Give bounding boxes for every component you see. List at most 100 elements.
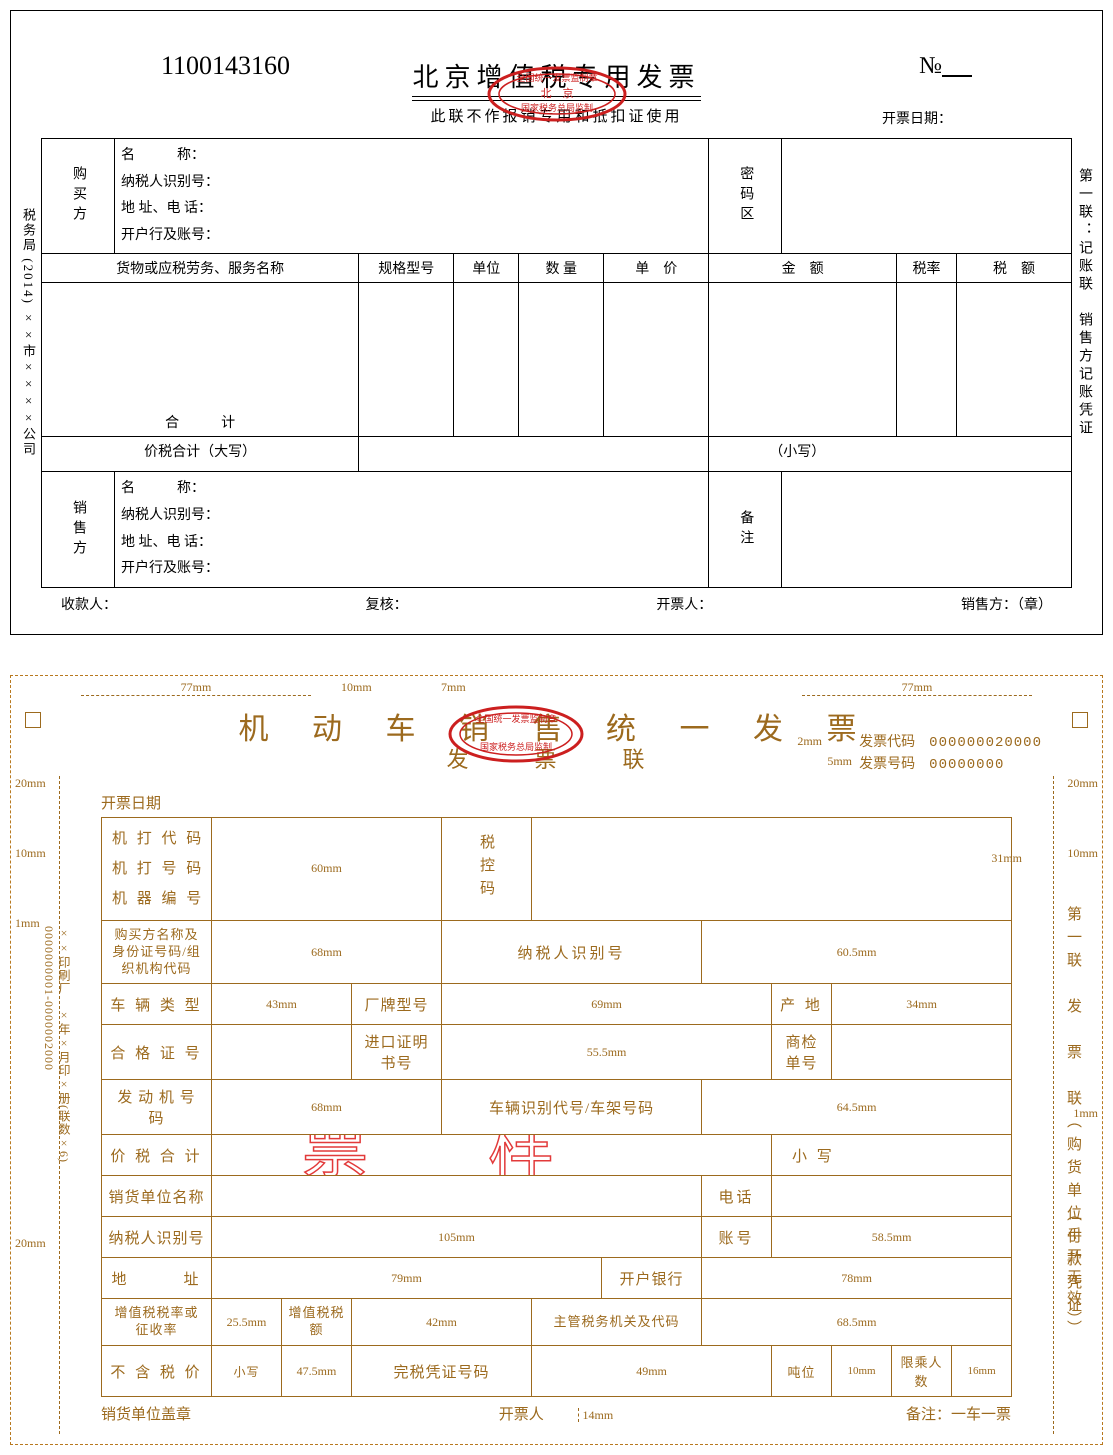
r10c-label: 主管税务机关及代码: [532, 1299, 702, 1346]
r4b-label: 进口证明书号: [352, 1025, 442, 1080]
vat-right-margin: 第一联：记账联 销售方记账凭证: [1074, 168, 1094, 438]
dim-left-20: 20mm: [15, 776, 46, 791]
r2a-label: 购买方名称及身份证号码/组织机构代码: [102, 920, 212, 984]
r9b-label: 开户银行: [602, 1258, 702, 1299]
vat-footer: 收款人： 复核： 开票人： 销售方：（章）: [41, 588, 1072, 614]
mv-left-margin: ××印刷厂 ×年×月印×册(联数×6) 0000000001-000000200…: [41, 926, 73, 1226]
r6-area: 票样: [212, 1135, 772, 1176]
dim-right-31: 31mm: [991, 851, 1022, 866]
r3b-dim: 69mm: [442, 984, 772, 1025]
r4b-dim: 55.5mm: [442, 1025, 772, 1080]
vat-title: 北京增值税专用发票: [412, 57, 700, 94]
buyer-info: 名 称： 纳税人识别号： 地 址、电 话： 开户行及账号：: [115, 139, 709, 254]
r8b-label: 账号: [702, 1217, 772, 1258]
r7b-label: 电话: [702, 1176, 772, 1217]
mv-footer-issuer-dim: 14mm: [578, 1408, 614, 1422]
vat-code: 1100143160: [161, 51, 290, 81]
r8b-dim: 58.5mm: [772, 1217, 1012, 1258]
vat-left-margin: 税务局 (2014) ××市××××公司: [19, 208, 38, 457]
seller-label: 销售方: [42, 472, 115, 587]
r10b-dim: 42mm: [352, 1299, 532, 1346]
r2b-label: 纳税人识别号: [442, 920, 702, 984]
r10a-label: 增值税税率或征收率: [102, 1299, 212, 1346]
r11e-dim: 16mm: [952, 1346, 1012, 1397]
seller-seal-label: 销售方：（章）: [961, 594, 1052, 614]
mv-footer: 销货单位盖章 开票人 14mm 备注：一车一票: [101, 1397, 1011, 1424]
r6a-label: 价 税 合 计: [102, 1135, 212, 1176]
dim-left-1: 1mm: [15, 916, 40, 931]
r5b-dim: 64.5mm: [702, 1080, 1012, 1135]
r8a-dim: 105mm: [212, 1217, 702, 1258]
vat-number-symbol: №: [919, 53, 972, 80]
remark-label: 备注: [709, 472, 782, 587]
r3c-label: 产 地: [772, 984, 832, 1025]
r11b-dim: 47.5mm: [282, 1346, 352, 1397]
r10a-dim: 25.5mm: [212, 1299, 282, 1346]
vat-header: 1100143160 北京增值税专用发票 № 全国统一发票监制章 北 京 国家税…: [41, 31, 1072, 101]
mv-footer-issuer: 开票人: [499, 1407, 544, 1423]
reviewer-label: 复核：: [366, 594, 408, 614]
items-header-row: 货物或应税劳务、服务名称 规格型号 单位 数 量 单 价 金 额 税率 税 额: [42, 254, 1072, 283]
r8a-label: 纳税人识别号: [102, 1217, 212, 1258]
dim-left-10: 10mm: [15, 846, 46, 861]
r3a-label: 车 辆 类 型: [102, 984, 212, 1025]
payee-label: 收款人：: [61, 594, 117, 614]
vat-invoice: 1100143160 北京增值税专用发票 № 全国统一发票监制章 北 京 国家税…: [10, 10, 1103, 635]
cipher-label: 密码区: [709, 139, 782, 254]
mv-codes: 发票代码 000000020000 发票号码 00000000: [859, 732, 1042, 776]
r10b-label: 增值税税 额: [282, 1299, 352, 1346]
buyer-label: 购买方: [42, 139, 115, 254]
cipher-area: [782, 139, 1072, 254]
r6b-label: 小 写: [772, 1135, 1012, 1176]
r2b-dim: 60.5mm: [702, 920, 1012, 984]
r3b-label: 厂牌型号: [352, 984, 442, 1025]
r5a-label: 发 动 机 号 码: [102, 1080, 212, 1135]
fold-line-right: [1053, 776, 1054, 1434]
dim-top-mid2: 7mm: [441, 680, 466, 695]
r4c-label: 商检单号: [772, 1025, 832, 1080]
vat-main-table: 购买方 名 称： 纳税人识别号： 地 址、电 话： 开户行及账号： 密码区 货物…: [41, 138, 1072, 588]
r11b-label: 小写: [212, 1346, 282, 1397]
dim-top-left: 77mm: [81, 680, 311, 696]
r11c-label: 完税凭证号码: [352, 1346, 532, 1397]
r4a-label: 合 格 证 号: [102, 1025, 212, 1080]
r1-right-area: [532, 817, 1012, 920]
r11e-label: 限乘人数: [892, 1346, 952, 1397]
r9a-dim: 79mm: [212, 1258, 602, 1299]
mv-footer-remark: 备注：一车一票: [708, 1403, 1011, 1424]
seller-info: 名 称： 纳税人识别号： 地 址、电 话： 开户行及账号：: [115, 472, 709, 587]
dim-left-20b: 20mm: [15, 1236, 46, 1251]
total-row: 价税合计（大写） （小写）: [42, 437, 1072, 472]
corner-mark-icon: [1072, 712, 1088, 728]
dim-right-10: 10mm: [1067, 846, 1098, 861]
r1-right-label: 税控码: [442, 817, 532, 920]
r9b-dim: 78mm: [702, 1258, 1012, 1299]
r11c-dim: 49mm: [532, 1346, 772, 1397]
r5a-dim: 68mm: [212, 1080, 442, 1135]
dim-top-mid1: 10mm: [341, 680, 372, 695]
mv-header: 机 动 车 销 售 统 一 发 票 发 票 联 全国统一发票监制章 国家税务总局…: [51, 696, 1062, 786]
r3a-dim: 43mm: [212, 984, 352, 1025]
r11d-label: 吨位: [772, 1346, 832, 1397]
r11a-label: 不 含 税 价: [102, 1346, 212, 1397]
r10c-dim: 68.5mm: [702, 1299, 1012, 1346]
r9a-label: 地 址: [102, 1258, 212, 1299]
r1-labels: 机 打 代 码 机 打 号 码 机 器 编 号: [102, 817, 212, 920]
mv-issue-date: 开票日期: [101, 792, 1062, 813]
r11d-dim: 10mm: [832, 1346, 892, 1397]
mv-main-table: 机 打 代 码 机 打 号 码 机 器 编 号 60mm 税控码 购买方名称及身…: [101, 817, 1012, 1397]
mv-right-margin-2: （手开无效）: [1063, 1206, 1084, 1332]
r2a-dim: 68mm: [212, 920, 442, 984]
sample-watermark: 票样: [302, 1135, 674, 1176]
motor-vehicle-invoice: 77mm 10mm 7mm 77mm 2mm 5mm 20mm 20mm 10m…: [10, 675, 1103, 1445]
mv-footer-seal: 销货单位盖章: [101, 1403, 404, 1424]
issuer-label: 开票人：: [656, 594, 712, 614]
r7a-label: 销货单位名称: [102, 1176, 212, 1217]
r3c-dim: 34mm: [832, 984, 1012, 1025]
r5b-label: 车辆识别代号/车架号码: [442, 1080, 702, 1135]
r1-dim: 60mm: [212, 817, 442, 920]
corner-mark-icon: [25, 712, 41, 728]
dim-top-right: 77mm: [802, 680, 1032, 696]
remark-area: [782, 472, 1072, 587]
subtotal-label: 合 计: [42, 283, 359, 437]
